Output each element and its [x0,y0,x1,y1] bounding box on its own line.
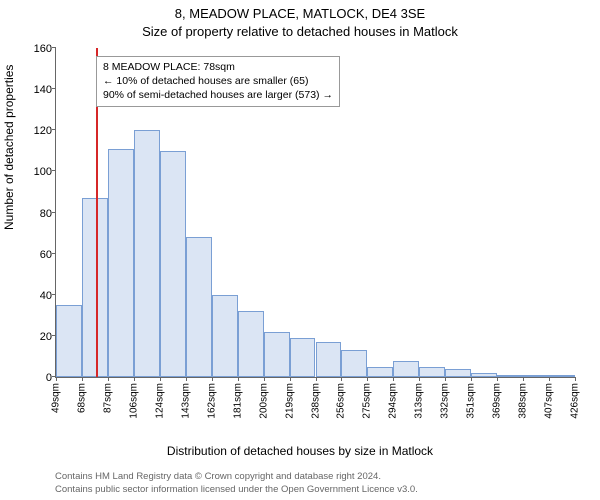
x-tick-mark [367,377,368,381]
histogram-bar [108,149,134,377]
y-tick-label: 60 [22,249,56,261]
x-tick-label: 200sqm [258,383,269,419]
annotation-line2: ← 10% of detached houses are smaller (65… [103,74,333,88]
x-tick-mark [108,377,109,381]
y-tick-label: 120 [22,125,56,137]
x-tick-label: 124sqm [154,383,165,419]
y-tick-mark [52,253,56,254]
footer-line1: Contains HM Land Registry data © Crown c… [55,471,418,483]
x-tick-label: 275sqm [362,383,373,419]
x-tick-mark [290,377,291,381]
footer-line2: Contains public sector information licen… [55,484,418,496]
x-tick-label: 87sqm [102,383,113,413]
histogram-bar [497,375,523,377]
y-tick-label: 80 [22,208,56,220]
page-title-line2: Size of property relative to detached ho… [0,24,600,39]
x-tick-mark [497,377,498,381]
annotation-line1: 8 MEADOW PLACE: 78sqm [103,60,333,74]
x-axis-label: Distribution of detached houses by size … [0,444,600,458]
histogram-bar [264,332,290,377]
y-tick-mark [52,212,56,213]
x-tick-label: 181sqm [232,383,243,419]
x-tick-mark [238,377,239,381]
x-tick-mark [341,377,342,381]
plot-area: 8 MEADOW PLACE: 78sqm ← 10% of detached … [55,48,575,378]
x-tick-mark [212,377,213,381]
annotation-box: 8 MEADOW PLACE: 78sqm ← 10% of detached … [96,56,340,107]
histogram-bar [82,198,108,377]
x-tick-mark [160,377,161,381]
y-tick-mark [52,129,56,130]
x-tick-mark [264,377,265,381]
y-tick-label: 100 [22,166,56,178]
histogram-bar [160,151,186,377]
histogram-bar [316,342,342,377]
y-tick-label: 160 [22,43,56,55]
x-tick-mark [134,377,135,381]
x-tick-mark [56,377,57,381]
x-tick-label: 332sqm [440,383,451,419]
histogram-bar [419,367,445,377]
x-tick-mark [445,377,446,381]
x-tick-label: 162sqm [206,383,217,419]
x-tick-label: 313sqm [414,383,425,419]
x-tick-label: 426sqm [570,383,581,419]
y-tick-label: 20 [22,331,56,343]
footer-credits: Contains HM Land Registry data © Crown c… [55,471,418,496]
y-tick-mark [52,170,56,171]
x-tick-label: 219sqm [284,383,295,419]
x-tick-mark [523,377,524,381]
histogram-bar [238,311,264,377]
x-tick-label: 351sqm [466,383,477,419]
x-tick-label: 407sqm [544,383,555,419]
page-title-line1: 8, MEADOW PLACE, MATLOCK, DE4 3SE [0,6,600,21]
x-tick-label: 106sqm [128,383,139,419]
x-tick-label: 256sqm [336,383,347,419]
x-tick-label: 143sqm [180,383,191,419]
x-tick-label: 369sqm [492,383,503,419]
x-tick-label: 388sqm [518,383,529,419]
x-tick-mark [419,377,420,381]
y-tick-mark [52,294,56,295]
y-tick-label: 40 [22,290,56,302]
y-axis-label: Number of detached properties [2,65,16,230]
x-tick-mark [186,377,187,381]
histogram-bar [445,369,471,377]
histogram-bar [212,295,238,377]
x-tick-label: 68sqm [76,383,87,413]
histogram-bar [186,237,212,377]
x-tick-label: 49sqm [51,383,62,413]
x-tick-mark [471,377,472,381]
histogram-bar [523,375,549,377]
histogram-bar [56,305,82,377]
histogram-bar [290,338,316,377]
histogram-bar [341,350,367,377]
y-tick-mark [52,47,56,48]
annotation-line3: 90% of semi-detached houses are larger (… [103,88,333,102]
x-tick-label: 238sqm [310,383,321,419]
x-tick-mark [316,377,317,381]
histogram-bar [471,373,497,377]
x-tick-mark [575,377,576,381]
histogram-bar [367,367,393,377]
x-tick-mark [82,377,83,381]
histogram-bar [393,361,419,377]
x-tick-label: 294sqm [388,383,399,419]
y-tick-mark [52,88,56,89]
x-tick-mark [549,377,550,381]
chart-container: 8, MEADOW PLACE, MATLOCK, DE4 3SE Size o… [0,0,600,500]
y-tick-label: 140 [22,84,56,96]
histogram-bar [134,130,160,377]
histogram-bar [549,375,575,377]
x-tick-mark [393,377,394,381]
